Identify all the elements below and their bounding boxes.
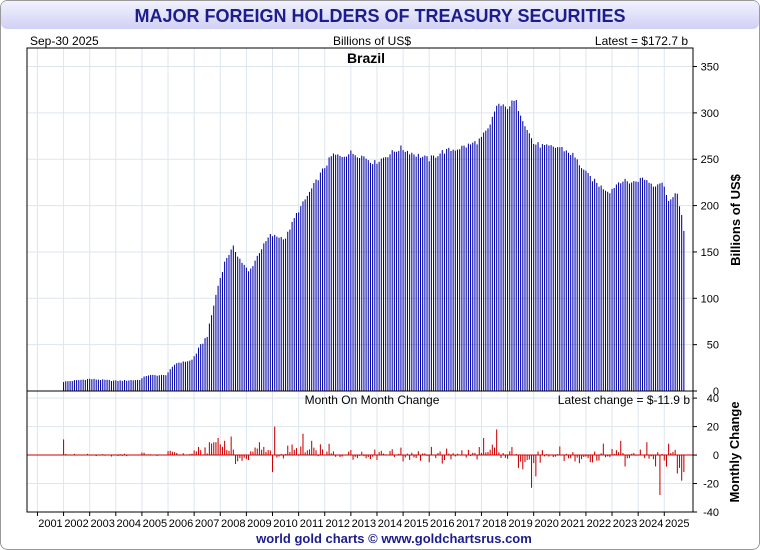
x-axis: 2001 2002 2003 2004 2005 2006 2007 2008 2009 2010…	[36, 512, 690, 530]
y-tick-label: 40	[707, 393, 719, 405]
country-title: Brazil	[347, 50, 385, 66]
x-tick-label: 2019	[508, 518, 532, 530]
x-tick-label: 2010	[273, 518, 297, 530]
y-tick-label: 250	[701, 154, 719, 166]
x-tick-label: 2020	[534, 518, 558, 530]
date-label: Sep-30 2025	[30, 34, 99, 48]
x-tick-label: 2003	[90, 518, 114, 530]
x-tick-label: 2018	[482, 518, 506, 530]
x-tick-label: 2011	[300, 518, 324, 530]
x-tick-label: 2009	[247, 518, 271, 530]
x-tick-label: 2013	[352, 518, 376, 530]
y-tick-label: 50	[707, 340, 719, 352]
x-tick-label: 2006	[169, 518, 193, 530]
latest-change-label: Latest change = $-11.9 b	[558, 393, 691, 407]
x-tick-label: 2005	[143, 518, 167, 530]
x-tick-label: 2007	[195, 518, 219, 530]
x-tick-label: 2025	[665, 518, 689, 530]
y-tick-label: -20	[703, 479, 719, 491]
footer-credit: world gold charts © www.goldchartsrus.co…	[255, 531, 532, 546]
x-tick-label: 2022	[587, 518, 611, 530]
latest-value-label: Latest = $172.7 b	[595, 34, 688, 48]
x-tick-label: 2014	[378, 518, 402, 530]
holdings-bars	[63, 100, 685, 391]
x-tick-label: 2021	[561, 518, 585, 530]
x-tick-label: 2016	[430, 518, 454, 530]
y-tick-label: 100	[701, 293, 719, 305]
change-y-axis-title: Monthly Change	[727, 401, 742, 502]
change-panel-border	[26, 390, 694, 513]
x-tick-label: 2015	[404, 518, 428, 530]
holdings-y-axis: 0 50 100 150 200 250 300 350	[693, 62, 719, 398]
holdings-y-axis-title: Billions of US$	[728, 173, 743, 266]
x-tick-label: 2008	[221, 518, 245, 530]
y-tick-label: -40	[703, 507, 719, 519]
y-tick-label: 0	[713, 450, 719, 462]
x-tick-label: 2004	[117, 518, 141, 530]
x-tick-label: 2001	[38, 518, 62, 530]
x-tick-label: 2023	[613, 518, 637, 530]
units-label: Billions of US$	[333, 34, 411, 48]
y-tick-label: 0	[713, 386, 719, 398]
chart-title: MAJOR FOREIGN HOLDERS OF TREASURY SECURI…	[134, 6, 625, 26]
x-tick-label: 2024	[639, 518, 663, 530]
x-tick-label: 2017	[456, 518, 480, 530]
title-band	[1, 1, 759, 29]
x-tick-label: 2002	[64, 518, 88, 530]
y-tick-label: 200	[701, 201, 719, 213]
change-panel-title: Month On Month Change	[305, 393, 440, 407]
change-panel	[27, 391, 693, 512]
y-tick-label: 20	[707, 422, 719, 434]
y-tick-label: 350	[701, 62, 719, 74]
x-tick-label: 2012	[325, 518, 349, 530]
y-tick-label: 300	[701, 108, 719, 120]
y-tick-label: 150	[701, 247, 719, 259]
change-y-axis: 40 20 0 -20 -40	[693, 393, 719, 519]
